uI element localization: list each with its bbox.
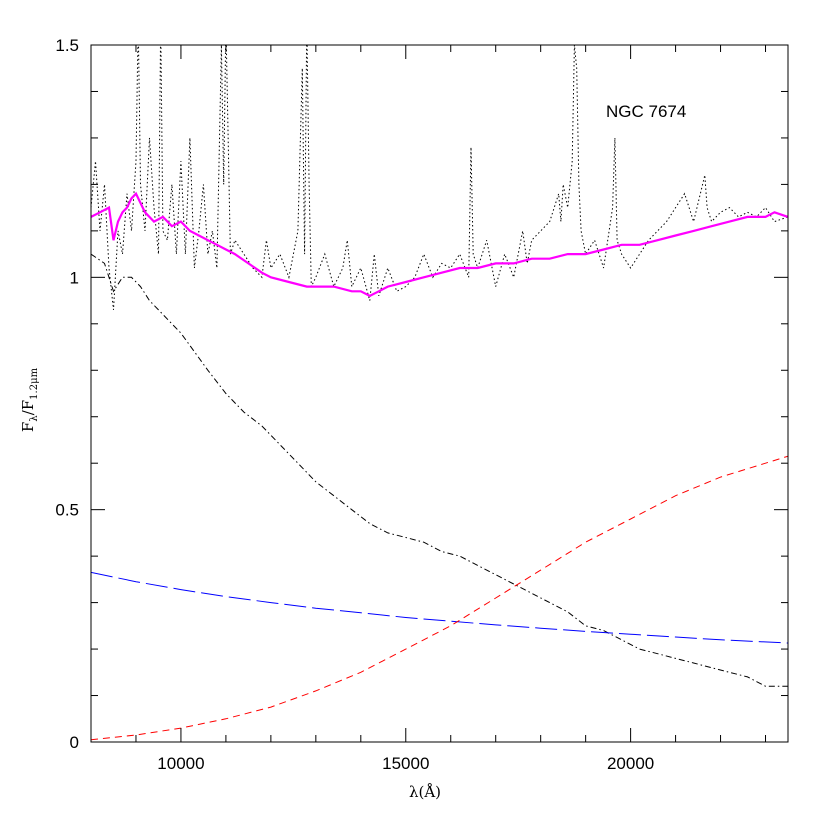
y-axis-label: Fλ/F1.2μm [19, 367, 40, 432]
tick-layer [91, 45, 788, 742]
plot-frame [90, 44, 789, 743]
series-dashed-line [91, 455, 788, 741]
x-axis-label: λ(Å) [409, 783, 441, 801]
x-tick-label: 20000 [607, 754, 654, 773]
series-layer [91, 45, 788, 741]
series-longdash-line [91, 571, 788, 644]
y-label-sub2: 1.2μm [29, 367, 40, 399]
y-label-sub1: λ [29, 415, 40, 422]
series-dotted-line [91, 45, 788, 310]
y-tick-label: 0.5 [55, 501, 79, 520]
x-tick-label: 10000 [157, 754, 204, 773]
x-tick-label: 15000 [382, 754, 429, 773]
series-dashdot-line [91, 253, 788, 687]
y-label-mid: /F [19, 400, 37, 415]
y-label-main: F [19, 422, 37, 432]
series-solid-line [91, 191, 788, 298]
y-tick-label: 0 [70, 733, 79, 752]
tick-label-layer: 10000 15000 20000 0 0.5 1 1.5 [55, 36, 654, 773]
chart-annotation: NGC 7674 [606, 102, 686, 121]
y-tick-label: 1.5 [55, 36, 79, 55]
y-tick-label: 1 [70, 268, 79, 287]
